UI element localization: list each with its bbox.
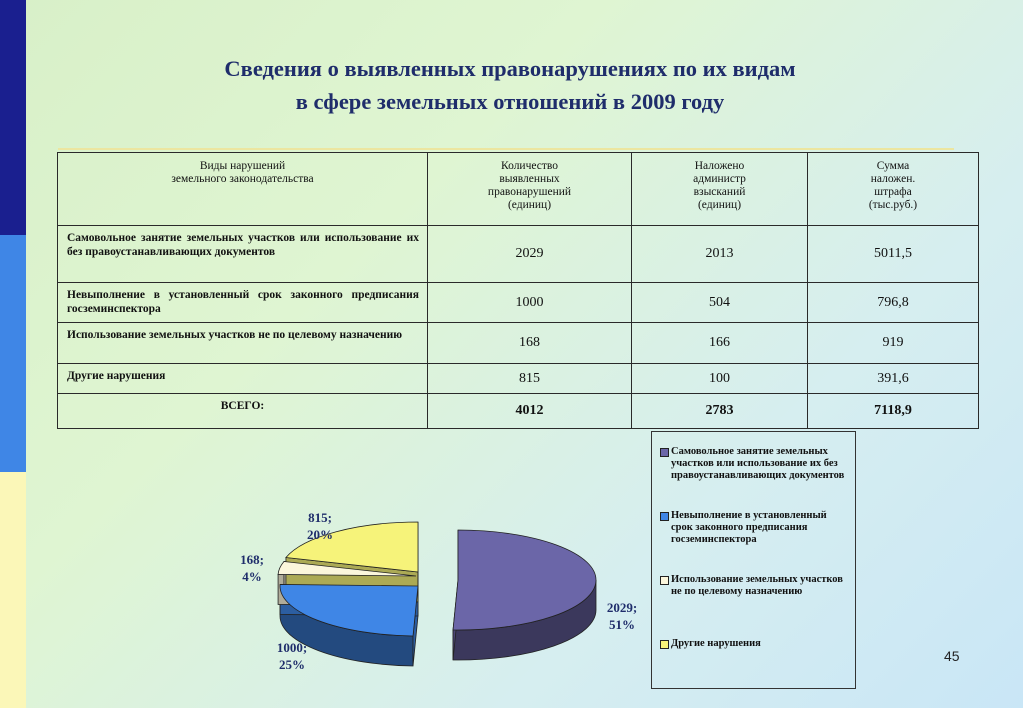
header-text: администр: [693, 173, 746, 185]
row-count: 1000: [427, 282, 632, 323]
header-penalties: Наложено администр взысканий (единиц): [631, 152, 808, 226]
sidebar-stripe-top: [0, 0, 26, 235]
pie-chart: 2029; 51% 1000; 25% 168; 4% 815; 20%: [240, 510, 637, 672]
page-number: 45: [944, 648, 960, 664]
row-label: Самовольное занятие земельных участков и…: [57, 225, 428, 283]
header-text: (единиц): [697, 199, 742, 211]
table-top-line: [58, 148, 954, 150]
pie-data-label: 815;: [308, 510, 332, 525]
sidebar-stripe-bottom: [0, 472, 26, 708]
legend-swatch: [660, 640, 669, 649]
row-sum: 5011,5: [807, 225, 979, 283]
table-header-row: Виды нарушений земельного законодательст…: [57, 152, 979, 226]
pie-data-label: 4%: [242, 569, 262, 584]
header-text: Наложено: [694, 160, 745, 172]
pie-data-label: 20%: [307, 527, 333, 542]
table-row: Самовольное занятие земельных участков и…: [57, 225, 979, 283]
chart-legend: Самовольное занятие земельных участков и…: [651, 431, 856, 689]
header-text: (единиц): [507, 199, 552, 211]
total-sum: 7118,9: [807, 393, 979, 429]
header-fine-sum: Сумма наложен. штрафа (тыс.руб.): [807, 152, 979, 226]
header-text: взысканий: [693, 186, 746, 198]
table-row: Невыполнение в установленный срок законн…: [57, 282, 979, 323]
row-label: Использование земельных участков не по ц…: [57, 322, 428, 364]
header-text: (тыс.руб.): [868, 199, 918, 211]
violations-table: Виды нарушений земельного законодательст…: [57, 152, 979, 429]
pie-data-label: 2029;: [607, 600, 637, 615]
legend-swatch: [660, 448, 669, 457]
row-label: Невыполнение в установленный срок законн…: [57, 282, 428, 323]
row-penalties: 166: [631, 322, 808, 364]
header-text: правонарушений: [487, 186, 572, 198]
row-sum: 796,8: [807, 282, 979, 323]
header-text: Виды нарушений: [199, 160, 286, 172]
legend-swatch: [660, 512, 669, 521]
pie-data-label: 1000;: [277, 640, 307, 655]
header-text: земельного законодательства: [171, 173, 314, 185]
table-row: Другие нарушения 815 100 391,6: [57, 363, 979, 394]
title-line-2: в сфере земельных отношений в 2009 году: [295, 89, 725, 114]
title-line-1: Сведения о выявленных правонарушениях по…: [224, 56, 796, 81]
table-total-row: ВСЕГО: 4012 2783 7118,9: [57, 393, 979, 429]
header-text: штрафа: [874, 186, 912, 198]
row-penalties: 2013: [631, 225, 808, 283]
row-label: Другие нарушения: [57, 363, 428, 394]
legend-label: Невыполнение в установленный срок законн…: [671, 510, 827, 545]
legend-label: Другие нарушения: [671, 638, 761, 649]
pie-slice: [277, 561, 417, 577]
total-count: 4012: [427, 393, 632, 429]
page-title: Сведения о выявленных правонарушениях по…: [60, 52, 960, 118]
header-violation-type: Виды нарушений земельного законодательст…: [57, 152, 428, 226]
legend-swatch: [660, 576, 669, 585]
table-row: Использование земельных участков не по ц…: [57, 322, 979, 364]
legend-label: Использование земельных участков не по ц…: [671, 574, 843, 597]
pie-data-label: 51%: [609, 617, 635, 632]
row-penalties: 100: [631, 363, 808, 394]
header-text: выявленных: [499, 173, 560, 185]
legend-label: Самовольное занятие земельных участков и…: [671, 446, 845, 481]
header-text: наложен.: [870, 173, 916, 185]
pie-data-label: 25%: [279, 657, 305, 672]
sidebar-stripe-middle: [0, 235, 26, 472]
row-sum: 919: [807, 322, 979, 364]
row-sum: 391,6: [807, 363, 979, 394]
row-count: 168: [427, 322, 632, 364]
header-text: Сумма: [876, 160, 910, 172]
pie-slice: [452, 529, 597, 631]
row-count: 2029: [427, 225, 632, 283]
row-penalties: 504: [631, 282, 808, 323]
header-count: Количество выявленных правонарушений (ед…: [427, 152, 632, 226]
total-label: ВСЕГО:: [57, 393, 428, 429]
total-penalties: 2783: [631, 393, 808, 429]
pie-slice: [285, 521, 419, 573]
header-text: Количество: [501, 160, 558, 172]
pie-slice: [279, 584, 419, 637]
row-count: 815: [427, 363, 632, 394]
pie-data-label: 168;: [240, 552, 264, 567]
